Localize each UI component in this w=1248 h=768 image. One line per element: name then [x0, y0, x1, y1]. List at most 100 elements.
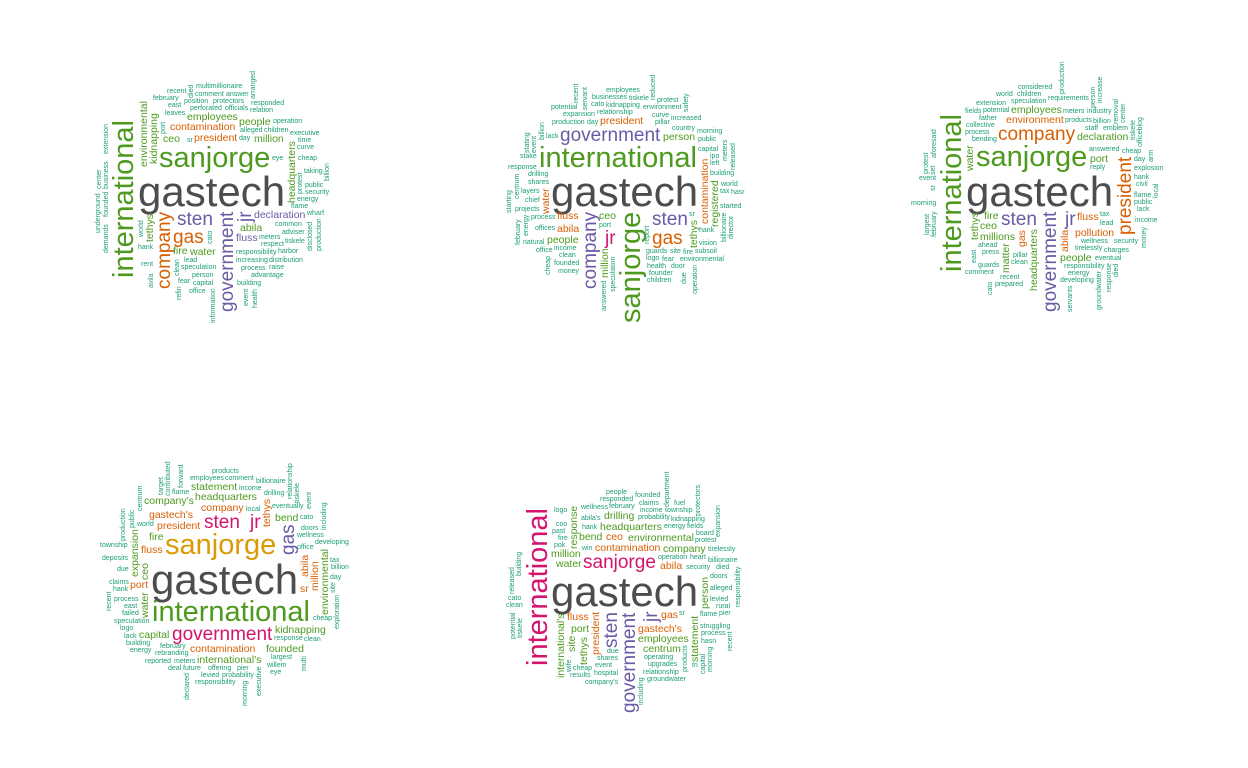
word: willem — [267, 662, 287, 669]
word: production — [120, 508, 127, 541]
word: doors — [301, 525, 319, 532]
word: centrum — [514, 173, 521, 199]
word: claims — [639, 500, 659, 507]
word: due — [681, 272, 688, 284]
word: potential — [510, 612, 517, 639]
word: fluss — [141, 544, 163, 556]
word: operation — [658, 554, 688, 561]
word: money — [558, 268, 580, 275]
word: gas — [652, 228, 683, 249]
word: drilling — [528, 171, 549, 178]
word: curve — [297, 144, 315, 151]
word: government — [217, 211, 238, 312]
word: protectors — [695, 484, 702, 516]
word: projects — [515, 206, 540, 213]
word: comment — [195, 91, 224, 98]
word: security — [305, 189, 330, 196]
word: abila — [240, 222, 263, 234]
word: environmental — [628, 532, 694, 544]
word: products — [1065, 117, 1092, 124]
word: target — [158, 477, 165, 495]
word: doors — [710, 573, 728, 580]
word: developing — [1060, 277, 1094, 284]
word: security — [686, 564, 711, 571]
word: explosion — [1134, 165, 1164, 172]
word: safety — [683, 93, 690, 112]
word: jr — [235, 211, 256, 222]
word: relationship — [287, 463, 294, 499]
word: income — [554, 245, 577, 252]
word: fear — [178, 278, 191, 285]
word: alleged — [240, 127, 263, 134]
word: including — [321, 502, 328, 530]
word: hank — [582, 524, 598, 531]
word: tirelessly — [1075, 245, 1103, 252]
word: children — [1017, 91, 1042, 98]
word: aforesaid — [931, 129, 938, 158]
word: government — [619, 612, 640, 713]
word: harbor — [278, 248, 299, 255]
word: fields — [687, 523, 704, 530]
word: rebranding — [155, 650, 189, 657]
word: businesses — [592, 94, 628, 101]
word: recent — [573, 83, 580, 103]
word: wellness — [581, 504, 608, 511]
word: speculation — [1011, 98, 1047, 105]
word: billion — [1093, 118, 1111, 125]
word: sr — [679, 610, 685, 617]
word: cheap — [1122, 148, 1142, 155]
word: multi — [301, 656, 308, 671]
word: leaves — [165, 110, 186, 117]
word: vision — [699, 240, 717, 247]
word: hank — [138, 244, 154, 251]
word: energy — [523, 214, 530, 236]
word: reply — [1090, 164, 1106, 171]
word: contamination — [595, 542, 661, 554]
word: largest — [271, 654, 293, 661]
word: pok — [554, 542, 566, 549]
word: port — [160, 121, 167, 134]
wordcloud-panel-4: gastech sanjorge international government st… — [75, 428, 375, 728]
word: township — [665, 507, 693, 514]
word: press — [982, 249, 1000, 256]
word: international — [936, 114, 968, 272]
word: wharf — [307, 210, 325, 217]
word: father — [979, 115, 997, 122]
word: environmental — [680, 256, 724, 263]
word: president — [590, 611, 602, 655]
word: east — [971, 249, 978, 263]
word: international — [108, 120, 140, 278]
word: extension — [103, 124, 110, 154]
wordcloud-panel-2: gastech international sanjorge government co… — [475, 40, 775, 340]
word: capital — [698, 146, 719, 153]
word: morning — [707, 646, 714, 672]
word: drilling — [604, 510, 635, 522]
word: future — [183, 665, 201, 672]
word: president — [157, 520, 201, 532]
word: relationship — [597, 109, 633, 116]
word: office — [189, 288, 206, 295]
word: operation — [273, 118, 303, 125]
word: deal — [168, 665, 182, 672]
word: billionaire — [256, 478, 286, 485]
word: billion — [324, 163, 331, 181]
word: logo — [120, 625, 134, 632]
word: removal — [1113, 99, 1120, 124]
word: respect — [261, 241, 284, 248]
word: distribution — [269, 257, 303, 264]
word: tiskele — [517, 618, 524, 638]
word: operation — [692, 264, 699, 294]
word: international — [522, 508, 554, 666]
word: gas — [1016, 230, 1028, 247]
word: increased — [671, 115, 702, 122]
word: curve — [652, 112, 670, 119]
word: founded — [554, 260, 580, 267]
word: sr — [187, 137, 193, 144]
word: sanjorge — [165, 529, 277, 561]
word: billionaire — [708, 557, 738, 564]
word: tethys — [578, 636, 590, 665]
word: reported — [145, 658, 172, 665]
word: east — [168, 102, 182, 109]
word: process — [531, 214, 556, 221]
